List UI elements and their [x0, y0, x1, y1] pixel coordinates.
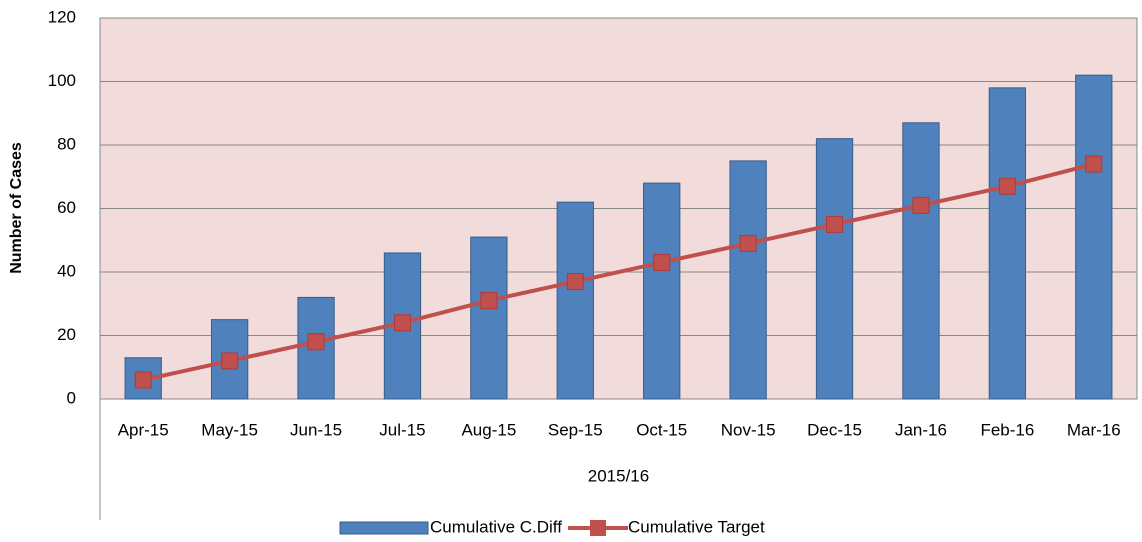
x-tick-label: Jul-15: [379, 420, 425, 439]
marker: [739, 234, 757, 252]
marker: [393, 314, 411, 332]
y-tick-label: 20: [57, 325, 76, 344]
line: [142, 162, 1095, 382]
x-tick-label: Feb-16: [980, 420, 1034, 439]
bar: [643, 182, 681, 400]
x-tick-label: May-15: [201, 420, 258, 439]
x-tick-label: Nov-15: [721, 420, 776, 439]
bar: [556, 201, 594, 400]
x-tick-label: Oct-15: [636, 420, 687, 439]
y-tick-label: 0: [67, 388, 76, 407]
x-tick-label: Apr-15: [118, 420, 169, 439]
y-tick-label: 60: [57, 198, 76, 217]
y-tick-label: 80: [57, 134, 76, 153]
marker: [480, 292, 498, 310]
legend-swatch: [339, 521, 429, 535]
marker: [912, 196, 930, 214]
y-tick-label: 100: [48, 71, 76, 90]
x-group-label: 2015/16: [588, 466, 649, 485]
x-tick-label: Aug-15: [461, 420, 516, 439]
x-tick-label: Sep-15: [548, 420, 603, 439]
x-tick-label: Dec-15: [807, 420, 862, 439]
marker: [134, 371, 152, 389]
marker: [221, 352, 239, 370]
bar: [902, 122, 940, 400]
y-tick-label: 40: [57, 261, 76, 280]
marker: [307, 333, 325, 351]
x-tick-label: Jun-15: [290, 420, 342, 439]
y-tick-label: 120: [48, 7, 76, 26]
marker: [826, 215, 844, 233]
marker: [566, 273, 584, 291]
bar: [815, 138, 854, 400]
bar: [470, 236, 508, 400]
y-axis-title: Number of Cases: [8, 142, 25, 274]
bar: [988, 87, 1027, 400]
legend-label: Cumulative Target: [628, 517, 765, 536]
legend-swatch-marker: [590, 520, 606, 536]
legend-label: Cumulative C.Diff: [430, 517, 562, 536]
marker: [998, 177, 1016, 195]
marker: [1085, 155, 1103, 173]
x-tick-label: Mar-16: [1067, 420, 1121, 439]
x-tick-label: Jan-16: [895, 420, 947, 439]
bar: [729, 160, 767, 400]
bar: [1075, 74, 1113, 400]
marker: [653, 253, 671, 271]
